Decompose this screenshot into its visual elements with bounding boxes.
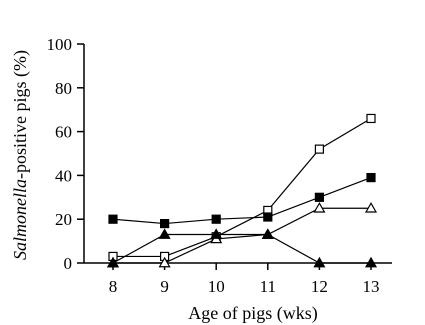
- series-line-open-square: [113, 117, 372, 258]
- point-open-triangle: [158, 256, 171, 268]
- point-filled-square: [263, 212, 273, 222]
- point-open-triangle: [313, 202, 326, 213]
- series-line-filled-square: [112, 177, 372, 225]
- svg-text:Salmonella-positive pigs (%): Salmonella-positive pigs (%): [10, 50, 31, 260]
- x-tick-label: 9: [160, 277, 169, 296]
- point-open-square: [314, 144, 324, 154]
- point-filled-triangle: [261, 228, 274, 239]
- point-filled-triangle: [158, 228, 171, 239]
- y-axis-title-italic: Salmonella: [10, 179, 30, 260]
- x-tick-label: 11: [260, 277, 276, 296]
- point-filled-square: [314, 192, 324, 202]
- point-filled-square: [366, 172, 376, 183]
- y-tick-label: 80: [55, 79, 72, 98]
- point-filled-square: [160, 218, 170, 229]
- x-axis-title: Age of pigs (wks): [188, 303, 317, 324]
- y-axis-title: Salmonella-positive pigs (%): [10, 50, 31, 260]
- point-filled-triangle: [364, 256, 378, 268]
- x-tick-label: 12: [311, 277, 328, 296]
- y-tick-label: 40: [55, 166, 72, 185]
- series-line-open-triangle: [113, 207, 371, 264]
- axes: 0 20 40 60 80 100 8 9 10 11 12 13: [47, 35, 392, 296]
- x-tick-label: 13: [363, 277, 380, 296]
- x-tick-label: 8: [109, 277, 118, 296]
- point-filled-square: [211, 214, 221, 224]
- y-tick-label: 100: [47, 35, 73, 54]
- y-tick-label: 20: [55, 210, 72, 229]
- point-filled-triangle: [210, 228, 223, 239]
- point-open-square: [366, 113, 376, 124]
- y-tick-label: 60: [55, 123, 72, 142]
- point-filled-triangle: [106, 256, 120, 268]
- point-open-triangle: [364, 202, 378, 213]
- y-axis-title-rest: -positive pigs (%): [10, 50, 31, 179]
- x-tick-label: 10: [208, 277, 225, 296]
- series-line-filled-triangle: [112, 233, 371, 264]
- point-filled-square: [108, 214, 118, 224]
- series-group: [106, 113, 378, 268]
- y-tick-label: 0: [64, 254, 73, 273]
- point-filled-triangle: [313, 256, 326, 268]
